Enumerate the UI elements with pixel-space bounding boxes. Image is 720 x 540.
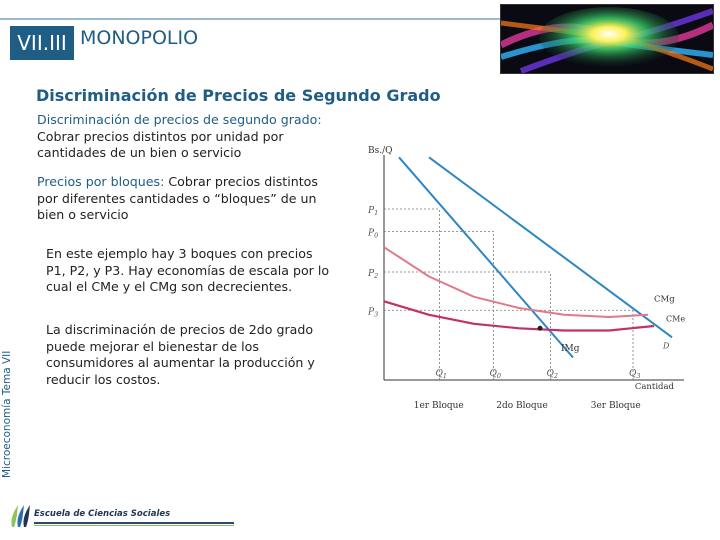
block-label: 1er Bloque — [414, 401, 464, 411]
example-line: En este ejemplo hay 3 boques con precios — [46, 246, 313, 261]
definition-label: Discriminación de precios de segundo gra… — [37, 112, 322, 127]
footer-rule — [34, 522, 234, 524]
block-label: 3er Bloque — [591, 401, 641, 411]
welfare-line: reducir los costos. — [46, 371, 161, 387]
block-pricing-line: por diferentes cantidades o “bloques” de… — [37, 190, 317, 206]
y-tick-label: P1 — [367, 206, 378, 217]
block-pricing-line: Cobrar precios distintos — [164, 174, 318, 189]
example-line: cual el CMe y el CMg son decrecientes. — [46, 279, 293, 294]
definition-line: cantidades de un bien o servicio — [37, 145, 242, 160]
example-text: En este ejemplo hay 3 boques con precios… — [46, 246, 346, 296]
x-tick-label: Q3 — [629, 369, 641, 380]
block-pricing-text: Precios por bloques: Cobrar precios dist… — [37, 174, 347, 224]
block-label: 2do Bloque — [496, 401, 548, 411]
img-label: IMg — [561, 344, 580, 354]
block-pricing-line: bien o servicio — [37, 207, 129, 222]
series-line-img — [398, 156, 574, 359]
section-number-badge: VII.III — [10, 26, 74, 60]
series-line-d — [428, 156, 673, 339]
cme-label: CMe — [666, 315, 685, 324]
definition-line: Cobrar precios distintos por unidad por — [37, 128, 284, 144]
x-tick-label: Q2 — [547, 369, 559, 380]
y-tick-label: P2 — [367, 269, 378, 280]
price-discrimination-chart: Bs./Q Cantidad P1 P0 P2 P3 Q1 Q0 Q2 Q3 1er Bloque 2… — [367, 146, 685, 411]
section-title: MONOPOLIO — [80, 27, 199, 49]
series-line-cmg — [383, 246, 649, 318]
y-tick-label: P3 — [367, 307, 378, 318]
school-logo-icon — [11, 505, 30, 527]
header-art-image — [499, 4, 715, 74]
footer-rule-accent — [34, 525, 234, 526]
welfare-line: La discriminación de precios de 2do grad… — [46, 322, 314, 337]
y-axis-label: Bs./Q — [368, 146, 393, 156]
series-line-cme — [383, 300, 655, 332]
x-axis-label: Cantidad — [635, 382, 675, 392]
slide-subtitle: Discriminación de Precios de Segundo Gra… — [36, 86, 441, 105]
block-pricing-label: Precios por bloques: — [37, 174, 165, 189]
welfare-line: consumidores al aumentar la producción y — [46, 355, 315, 370]
y-tick-label: P0 — [367, 229, 378, 240]
x-tick-label: Q1 — [436, 369, 448, 380]
x-tick-label: Q0 — [490, 369, 502, 380]
demand-label: D — [662, 342, 670, 351]
header-rule — [0, 18, 500, 20]
vertical-course-label: Microeconomía Tema VII — [1, 350, 13, 478]
example-line: P1, P2, y P3. Hay economías de escala po… — [46, 262, 330, 278]
welfare-line: puede mejorar el bienestar de los — [46, 338, 259, 354]
welfare-text: La discriminación de precios de 2do grad… — [46, 322, 346, 388]
cmg-label: CMg — [654, 294, 675, 304]
definition-block: Discriminación de precios de segundo gra… — [37, 112, 347, 162]
school-name: Escuela de Ciencias Sociales — [34, 509, 171, 519]
equilibrium-point — [537, 325, 543, 331]
